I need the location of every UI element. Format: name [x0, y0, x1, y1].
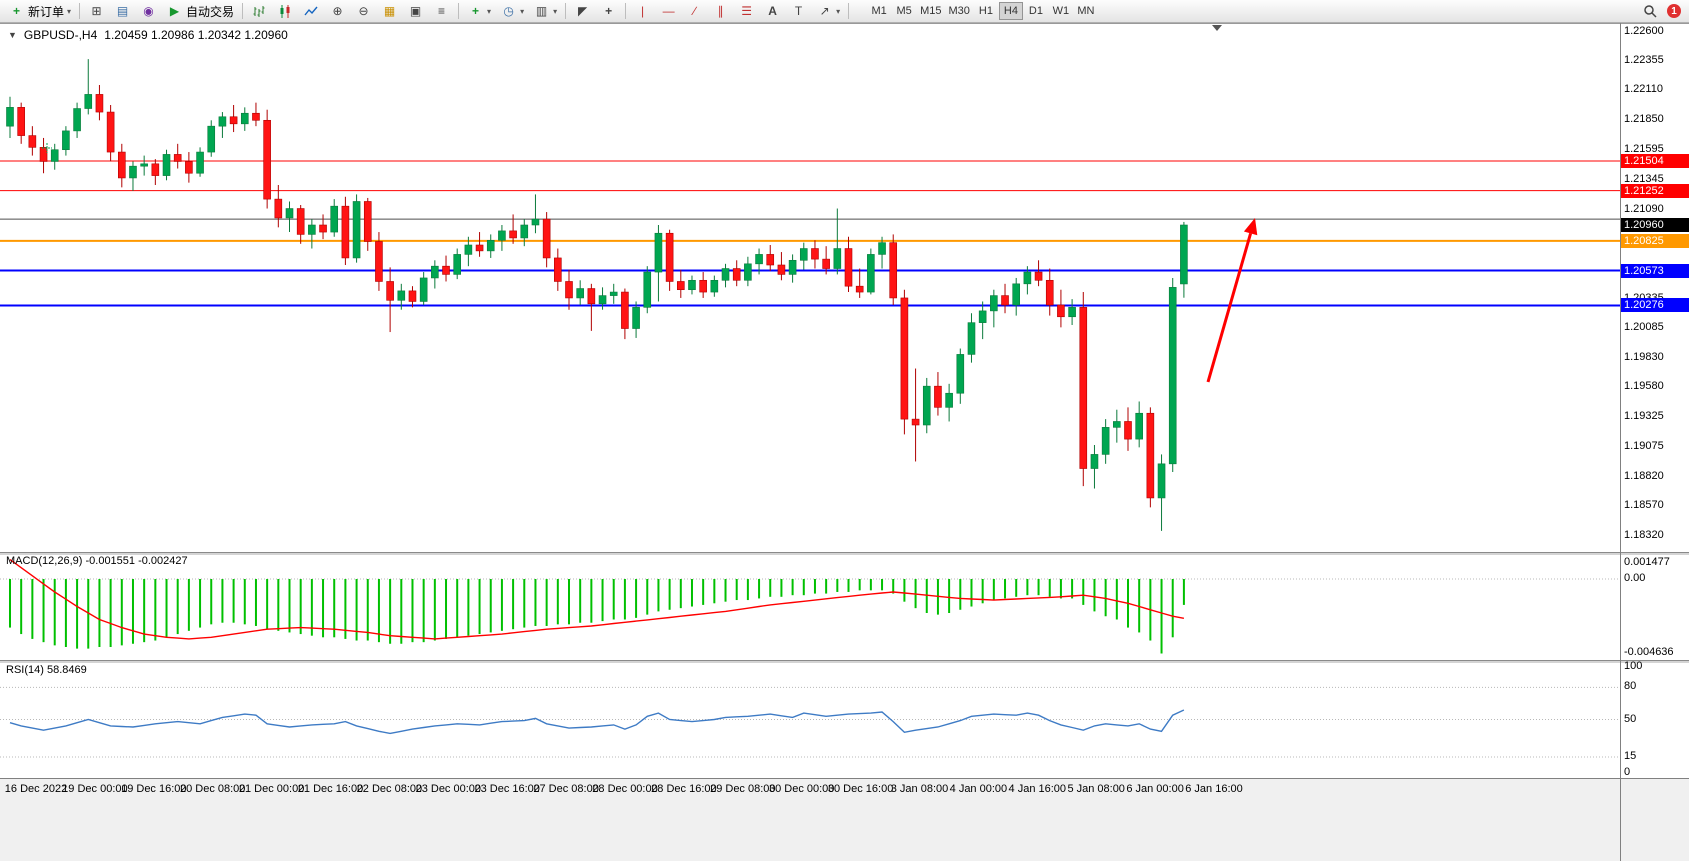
panel-separator-rsi[interactable] [0, 660, 1689, 663]
zoom-out-button[interactable]: ⊖ [351, 2, 376, 21]
trendline-button[interactable]: ∕ [682, 2, 707, 21]
bar-chart-icon [251, 3, 268, 19]
toolbar-separator [565, 3, 567, 19]
channel-icon: ∥ [717, 4, 724, 18]
chevron-down-icon: ▾ [67, 6, 72, 16]
chart-title: ▼ GBPUSD-,H4 1.20459 1.20986 1.20342 1.2… [8, 28, 288, 42]
arrange-windows-icon: ≡ [438, 4, 446, 18]
chevron-down-icon: ▾ [836, 6, 841, 16]
collapse-triangle-icon[interactable]: ▼ [8, 30, 17, 40]
timeframe-h4-button[interactable]: H4 [998, 2, 1023, 20]
rsi-value: 58.8469 [46, 664, 87, 676]
timeframe-m1-button[interactable]: M1 [867, 2, 891, 20]
text-button[interactable]: A [760, 2, 785, 21]
zoom-in-button[interactable]: ⊕ [325, 2, 350, 21]
timeframe-group: M1 M5 M15 M30 H1 H4 D1 W1 MN [867, 2, 1098, 20]
chevron-down-icon: ▾ [487, 6, 492, 16]
tile-windows-icon: ▦ [383, 4, 396, 18]
toolbar: + 新订单 ▾ ⊞ ▤ ◉ ▶ 自动交易 [0, 0, 1689, 23]
bar-chart-button[interactable] [247, 2, 272, 21]
chevron-down-icon: ▾ [520, 6, 525, 16]
text-icon: A [768, 4, 777, 18]
trendline-icon: ∕ [693, 4, 696, 18]
arrows-icon: ↗ [819, 4, 830, 18]
horizontal-line-button[interactable]: — [656, 2, 681, 21]
toolbar-separator [625, 3, 627, 19]
horizontal-line-icon: — [662, 4, 675, 18]
search-icon [1641, 3, 1658, 19]
cursor-icon: ◤ [577, 4, 588, 18]
arrows-button[interactable]: ↗ ▾ [812, 2, 844, 21]
new-order-button[interactable]: + 新订单 ▾ [4, 2, 75, 21]
experts-button[interactable]: ◉ [136, 2, 161, 21]
cursor-button[interactable]: ◤ [570, 2, 595, 21]
profiles-button[interactable]: ▤ [110, 2, 135, 21]
zoom-in-icon: ⊕ [332, 4, 343, 18]
toolbar-separator [242, 3, 244, 19]
indicators-icon: + [472, 4, 480, 18]
toolbar-separator [458, 3, 460, 19]
time-axis[interactable] [0, 778, 1689, 861]
symbol-label: GBPUSD-,H4 [23, 28, 98, 42]
panel-separator-macd[interactable] [0, 552, 1689, 555]
notification-badge[interactable]: 1 [1667, 4, 1681, 18]
new-order-label: 新订单 [28, 4, 65, 19]
rsi-name: RSI(14) [6, 664, 44, 676]
crosshair-icon: + [605, 4, 613, 18]
tile-windows-button[interactable]: ▦ [377, 2, 402, 21]
macd-name: MACD(12,26,9) [6, 555, 83, 567]
fibonacci-button[interactable]: ☰ [734, 2, 759, 21]
vertical-line-icon: | [641, 4, 645, 18]
toolbar-separator [848, 3, 850, 19]
text-label-button[interactable]: T [786, 2, 811, 21]
periods-button[interactable]: ◷ ▾ [496, 2, 528, 21]
toolbar-separator [79, 3, 81, 19]
chevron-down-icon: ▾ [553, 6, 558, 16]
line-chart-button[interactable] [299, 2, 324, 21]
indicators-button[interactable]: + ▾ [463, 2, 495, 21]
cascade-windows-icon: ▣ [409, 4, 422, 18]
macd-values: -0.001551 -0.002427 [85, 555, 188, 567]
vertical-line-button[interactable]: | [630, 2, 655, 21]
cascade-windows-button[interactable]: ▣ [403, 2, 428, 21]
autotrade-label: 自动交易 [186, 4, 235, 19]
experts-icon: ◉ [143, 4, 154, 18]
search-button[interactable] [1637, 2, 1662, 21]
new-chart-button[interactable]: ⊞ [84, 2, 109, 21]
channel-button[interactable]: ∥ [708, 2, 733, 21]
line-chart-icon [303, 3, 320, 19]
arrange-windows-button[interactable]: ≡ [429, 2, 454, 21]
templates-button[interactable]: ▥ ▾ [529, 2, 561, 21]
ohlc-values: 1.20459 1.20986 1.20342 1.20960 [104, 28, 288, 42]
timeframe-h1-button[interactable]: H1 [974, 2, 998, 20]
autotrade-button[interactable]: ▶ 自动交易 [162, 2, 238, 21]
timeframe-w1-button[interactable]: W1 [1049, 2, 1073, 20]
templates-icon: ▥ [535, 4, 548, 18]
timeframe-m30-button[interactable]: M30 [946, 2, 973, 20]
new-order-icon: + [12, 4, 20, 18]
timeframe-d1-button[interactable]: D1 [1024, 2, 1048, 20]
autotrade-play-icon: ▶ [169, 4, 180, 18]
profiles-icon: ▤ [116, 4, 129, 18]
candle-chart-icon [277, 3, 294, 19]
rsi-label: RSI(14) 58.8469 [6, 664, 87, 676]
timeframe-m5-button[interactable]: M5 [892, 2, 916, 20]
new-chart-icon: ⊞ [91, 4, 102, 18]
price-axis[interactable] [1621, 23, 1689, 778]
fibonacci-icon: ☰ [741, 4, 752, 18]
timeframe-m15-button[interactable]: M15 [917, 2, 944, 20]
crosshair-button[interactable]: + [596, 2, 621, 21]
macd-label: MACD(12,26,9) -0.001551 -0.002427 [6, 555, 188, 567]
zoom-out-icon: ⊖ [358, 4, 369, 18]
chart-background [0, 23, 1689, 861]
timeframe-mn-button[interactable]: MN [1074, 2, 1098, 20]
candle-chart-button[interactable] [273, 2, 298, 21]
text-label-icon: T [794, 4, 803, 18]
clock-icon: ◷ [503, 4, 514, 18]
axis-separator [1620, 23, 1621, 861]
